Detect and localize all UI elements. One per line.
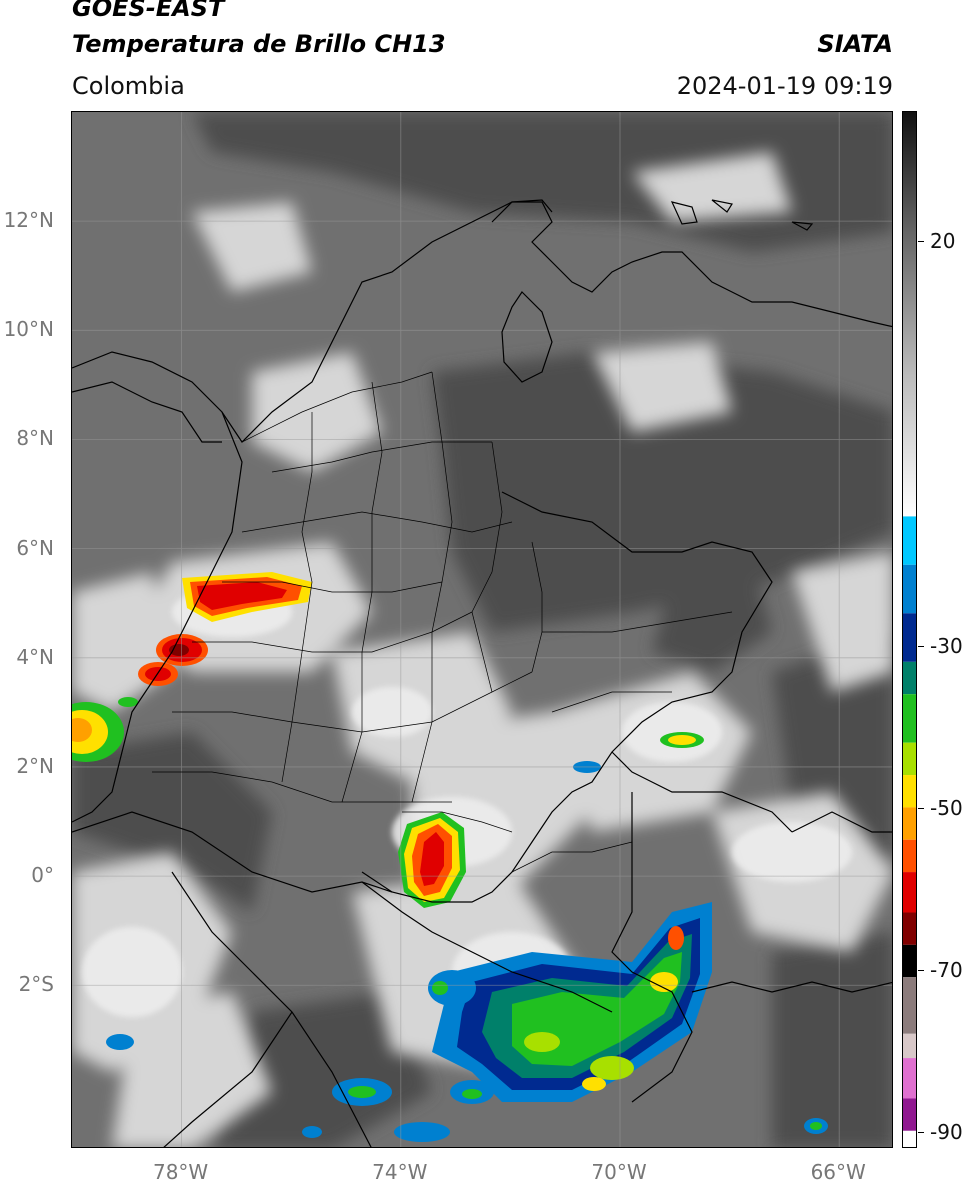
- colorbar-segment: [903, 516, 916, 565]
- colorbar-tick-label: -90: [930, 1119, 963, 1144]
- colorbar-grey-gradient: [903, 112, 916, 517]
- map-canvas: [72, 112, 892, 1147]
- colorbar-segment: [903, 839, 916, 873]
- colorbar-tick-label: 20: [930, 228, 956, 253]
- colorbar-segment: [903, 912, 916, 945]
- colorbar-tick: [918, 645, 924, 647]
- colorbar-tick: [918, 969, 924, 971]
- colorbar-segment: [903, 775, 916, 808]
- colorbar-segment: [903, 1130, 916, 1147]
- colorbar-tick: [918, 240, 924, 242]
- latitude-label: 2°N: [16, 753, 54, 778]
- region-label: Colombia: [72, 72, 185, 100]
- latitude-label: 12°N: [3, 208, 54, 233]
- colorbar-tick: [918, 807, 924, 809]
- colorbar-segment: [903, 742, 916, 776]
- longitude-label: 66°W: [810, 1160, 866, 1184]
- temperature-colorbar: [902, 111, 917, 1148]
- title-line-2: Temperatura de Brillo CH13: [72, 30, 446, 58]
- convective-cell-amazonas: [432, 902, 712, 1102]
- latitude-label: 2°S: [18, 972, 54, 997]
- convective-cell-pacific-offshore: [72, 702, 124, 762]
- department-boundaries: [152, 371, 733, 873]
- datetime-label: 2024-01-19 09:19: [676, 72, 893, 100]
- title-line-1: GOES-EAST: [72, 0, 225, 22]
- dark-regions: [72, 112, 892, 1147]
- scattered-green-cells: [348, 981, 822, 1130]
- colorbar-segment: [903, 1033, 916, 1059]
- gridlines: [72, 112, 892, 1147]
- colorbar-tick: [918, 1131, 924, 1133]
- colorbar-segment: [903, 694, 916, 743]
- longitude-label: 74°W: [372, 1160, 428, 1184]
- colorbar-segment: [903, 613, 916, 662]
- convective-cell-choco-north: [182, 572, 312, 622]
- colorbar-segment: [903, 872, 916, 913]
- colorbar-segment: [903, 1098, 916, 1131]
- colorbar-segment: [903, 661, 916, 695]
- colorbar-segment: [903, 564, 916, 614]
- longitude-label: 70°W: [591, 1160, 647, 1184]
- satellite-map: [71, 111, 893, 1148]
- colorbar-segment: [903, 944, 916, 978]
- colorbar-segment: [903, 1058, 916, 1099]
- latitude-label: 0°: [31, 863, 54, 888]
- latitude-label: 8°N: [16, 426, 54, 451]
- brand-label: SIATA: [817, 30, 893, 58]
- colorbar-tick-label: -50: [930, 795, 963, 820]
- convective-cell-caqueta-putumayo: [398, 812, 466, 908]
- latitude-label: 4°N: [16, 644, 54, 669]
- colorbar-segment: [903, 807, 916, 840]
- colorbar-tick-label: -70: [930, 957, 963, 982]
- longitude-label: 78°W: [152, 1160, 209, 1184]
- boundaries: [72, 199, 892, 1147]
- colorbar-segment: [903, 977, 916, 1034]
- latitude-label: 10°N: [3, 317, 54, 342]
- latitude-label: 6°N: [16, 535, 54, 560]
- scattered-cold-cells: [106, 970, 828, 1142]
- colorbar-tick-label: -30: [930, 633, 963, 658]
